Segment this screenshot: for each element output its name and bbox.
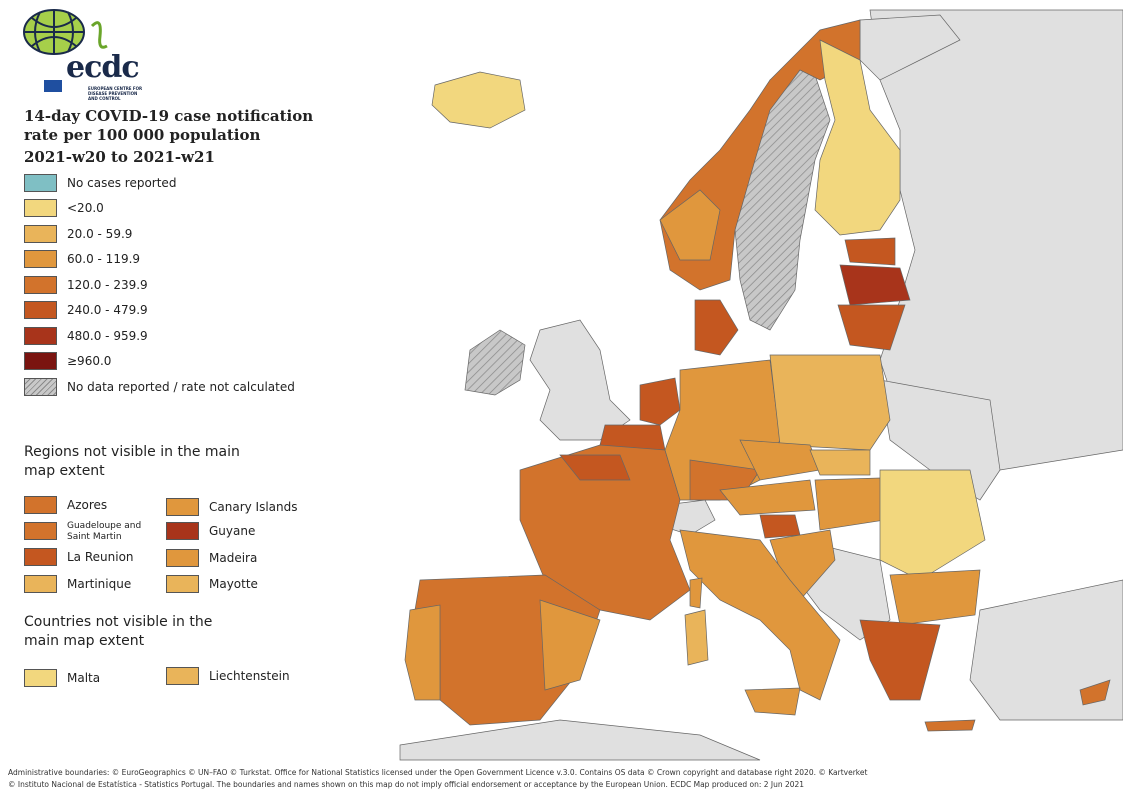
region-swatch <box>166 575 199 593</box>
attribution-line-1: Administrative boundaries: © EuroGeograp… <box>8 768 868 777</box>
sicily <box>744 687 801 716</box>
region-swatch <box>166 498 199 516</box>
legend-label: 60.0 - 119.9 <box>67 252 141 266</box>
portugal <box>404 604 441 701</box>
legend-swatch-hatched <box>24 378 57 396</box>
poland <box>769 354 891 451</box>
legend-label: 480.0 - 959.9 <box>67 329 148 343</box>
legend-label: 20.0 - 59.9 <box>67 227 133 241</box>
globe-icon <box>23 9 108 92</box>
romania <box>879 469 986 581</box>
country-swatch <box>24 669 57 687</box>
logo-subtitle: EUROPEAN CENTRE FOR DISEASE PREVENTION A… <box>88 86 143 101</box>
region-label: Madeira <box>209 551 258 565</box>
finland <box>814 39 901 236</box>
legend-label: 120.0 - 239.9 <box>67 278 148 292</box>
region-swatch <box>166 522 199 540</box>
region-swatch <box>24 548 57 566</box>
netherlands <box>639 377 681 426</box>
countries-heading: Countries not visible in the main map ex… <box>24 614 213 649</box>
region-label: Mayotte <box>209 577 258 591</box>
cyprus <box>1079 679 1111 706</box>
attribution-footer: Administrative boundaries: © EuroGeograp… <box>8 767 867 791</box>
legend-swatch <box>24 199 57 217</box>
region-label: Guyane <box>209 524 256 538</box>
latvia <box>839 264 911 306</box>
ecdc-logo: ecdc EUROPEAN CENTRE FOR DISEASE PREVENT… <box>22 6 142 101</box>
region-swatch <box>24 496 57 514</box>
legend-swatch <box>24 352 57 370</box>
greece <box>859 619 941 701</box>
legend-swatch <box>24 225 57 243</box>
france-north <box>559 454 631 481</box>
regions-heading: Regions not visible in the main map exte… <box>24 444 240 479</box>
legend-label: ≥960.0 <box>67 354 112 368</box>
country-swatch <box>166 667 199 685</box>
region-label: Azores <box>67 498 108 512</box>
great-britain <box>529 319 631 441</box>
attribution-line-2: © Instituto Nacional de Estatística - St… <box>8 780 805 789</box>
bulgaria <box>889 569 981 626</box>
legend-swatch <box>24 327 57 345</box>
country-label: Liechtenstein <box>209 669 290 683</box>
iceland <box>431 71 526 129</box>
region-swatch <box>24 575 57 593</box>
slovakia <box>809 449 871 476</box>
estonia <box>844 237 896 266</box>
legend-label: No data reported / rate not calculated <box>67 380 295 394</box>
region-label: Guadeloupe and Saint Martin <box>67 521 142 542</box>
slovenia <box>759 514 801 539</box>
legend-label: <20.0 <box>67 201 104 215</box>
map-title: 14-day COVID-19 case notification rate p… <box>24 107 314 144</box>
turkey <box>969 579 1123 721</box>
austria <box>719 479 816 516</box>
sardinia <box>684 609 709 666</box>
spain-east <box>539 599 601 691</box>
logo-wordmark: ecdc <box>66 50 140 85</box>
map-period: 2021-w20 to 2021-w21 <box>24 148 215 166</box>
italy <box>679 529 841 701</box>
country-label: Malta <box>67 671 101 685</box>
ireland <box>464 329 526 396</box>
region-label: Canary Islands <box>209 500 298 514</box>
legend-swatch <box>24 301 57 319</box>
crete <box>924 719 976 732</box>
hungary <box>814 477 886 531</box>
region-label: La Reunion <box>67 550 134 564</box>
sweden <box>734 59 831 331</box>
corsica <box>689 577 703 609</box>
region-swatch <box>24 522 57 540</box>
region-swatch <box>166 549 199 567</box>
legend-swatch <box>24 250 57 268</box>
legend-label: No cases reported <box>67 176 177 190</box>
legend-swatch <box>24 276 57 294</box>
denmark <box>694 299 739 356</box>
norway-south-west <box>659 189 721 261</box>
north-africa <box>399 719 761 761</box>
lithuania <box>837 304 906 351</box>
legend-swatch <box>24 174 57 192</box>
region-label: Martinique <box>67 577 132 591</box>
legend-label: 240.0 - 479.9 <box>67 303 148 317</box>
